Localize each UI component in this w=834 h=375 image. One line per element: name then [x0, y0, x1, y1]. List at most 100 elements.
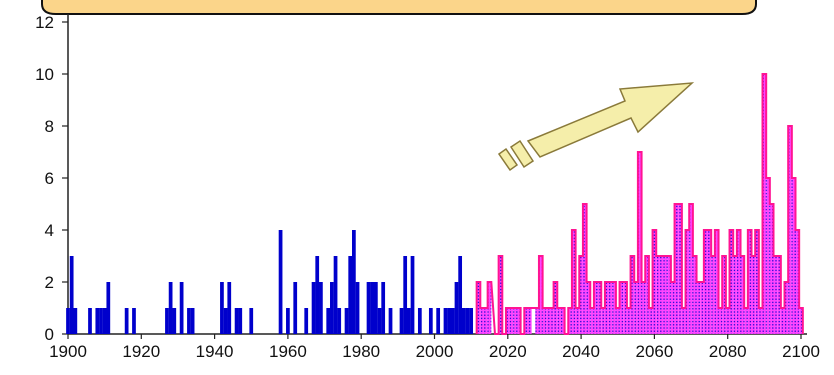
- projected-bar: [546, 308, 550, 334]
- projected-bar: [670, 282, 675, 334]
- projected-bar: [736, 230, 741, 334]
- projected-bar: [586, 282, 591, 334]
- projected-bar: [689, 204, 693, 334]
- projected-bar: [619, 282, 624, 334]
- y-tick-label: 6: [45, 169, 54, 188]
- x-tick-label: 1940: [196, 342, 234, 361]
- projected-bar: [773, 256, 778, 334]
- observed-bar: [286, 308, 290, 334]
- observed-bar: [227, 282, 232, 334]
- projected-bar: [487, 282, 492, 334]
- projected-bar: [656, 256, 660, 334]
- projected-bar: [593, 282, 598, 334]
- projected-bar: [685, 230, 690, 334]
- observed-bar: [190, 308, 195, 334]
- projected-bar: [568, 308, 572, 334]
- observed-bar: [88, 308, 92, 334]
- projected-bar: [641, 282, 646, 334]
- projected-bar: [718, 308, 723, 334]
- observed-bar: [461, 308, 466, 334]
- projected-bar: [766, 178, 770, 334]
- observed-bar: [370, 282, 375, 334]
- y-tick-label: 0: [45, 325, 54, 344]
- observed-bar: [447, 308, 452, 334]
- observed-bar: [102, 308, 107, 334]
- projected-bar: [612, 282, 616, 334]
- projected-bar: [659, 256, 664, 334]
- projected-bar: [524, 308, 528, 334]
- y-tick-label: 12: [35, 13, 54, 32]
- observed-bar: [106, 282, 111, 334]
- observed-bar: [436, 308, 441, 334]
- projected-bar: [714, 230, 719, 334]
- projected-bar: [623, 282, 627, 334]
- x-tick-label: 2020: [489, 342, 527, 361]
- observed-bar: [95, 308, 100, 334]
- projected-bar: [740, 256, 745, 334]
- observed-bar: [168, 282, 173, 334]
- observed-bar: [399, 308, 404, 334]
- projected-bar: [582, 204, 587, 334]
- projected-bar: [663, 256, 668, 334]
- projected-bar: [483, 308, 488, 334]
- observed-bar: [293, 282, 298, 334]
- projected-bar: [780, 308, 785, 334]
- x-tick-label: 1980: [342, 342, 380, 361]
- observed-bar: [443, 308, 448, 334]
- observed-bar: [377, 308, 382, 334]
- projected-bar: [634, 282, 638, 334]
- observed-bar: [99, 308, 103, 334]
- x-tick-label: 2000: [416, 342, 454, 361]
- projected-bar: [608, 282, 613, 334]
- projected-bar: [791, 178, 796, 334]
- observed-bar: [124, 308, 129, 334]
- projected-bar: [615, 308, 620, 334]
- observed-bar: [326, 308, 331, 334]
- projected-bar: [799, 308, 803, 334]
- projected-bar: [762, 74, 767, 334]
- projected-bar: [681, 308, 686, 334]
- projected-bar: [553, 282, 558, 334]
- projected-bar: [626, 308, 631, 334]
- y-tick-label: 8: [45, 117, 54, 136]
- y-tick-label: 2: [45, 273, 54, 292]
- observed-bar: [344, 308, 349, 334]
- projected-bar: [711, 256, 715, 334]
- projected-bar: [729, 230, 734, 334]
- observed-bar: [304, 308, 309, 334]
- projected-bar: [509, 308, 514, 334]
- projected-bar: [571, 230, 576, 334]
- observed-series: [66, 230, 474, 334]
- projected-bar: [751, 256, 756, 334]
- projected-bar: [579, 256, 583, 334]
- top-banner-shape: [41, 0, 757, 15]
- projected-bar: [513, 308, 517, 334]
- projected-series-line: [475, 73, 804, 335]
- projected-bar: [667, 256, 671, 334]
- trend-arrow-segment: [509, 139, 535, 169]
- observed-bar: [428, 308, 433, 334]
- observed-bar: [417, 308, 422, 334]
- projected-bar: [769, 204, 774, 334]
- projected-bar: [755, 230, 759, 334]
- projected-bar: [538, 256, 543, 334]
- observed-bar: [66, 308, 70, 334]
- projected-bar: [648, 308, 653, 334]
- projected-bar: [637, 152, 642, 334]
- projected-bar: [645, 256, 649, 334]
- observed-bar: [454, 282, 459, 334]
- projected-bar: [498, 256, 503, 334]
- projected-bar: [604, 282, 609, 334]
- observed-bar: [220, 282, 224, 334]
- projected-bar: [722, 256, 726, 334]
- projected-series: [475, 73, 804, 335]
- projected-bar: [597, 282, 602, 334]
- observed-bar: [465, 308, 470, 334]
- observed-bar: [348, 256, 353, 334]
- projected-bar: [505, 308, 510, 334]
- projected-bar: [516, 308, 521, 334]
- projected-bar: [758, 308, 763, 334]
- x-tick-label: 2040: [562, 342, 600, 361]
- observed-bar: [179, 282, 184, 334]
